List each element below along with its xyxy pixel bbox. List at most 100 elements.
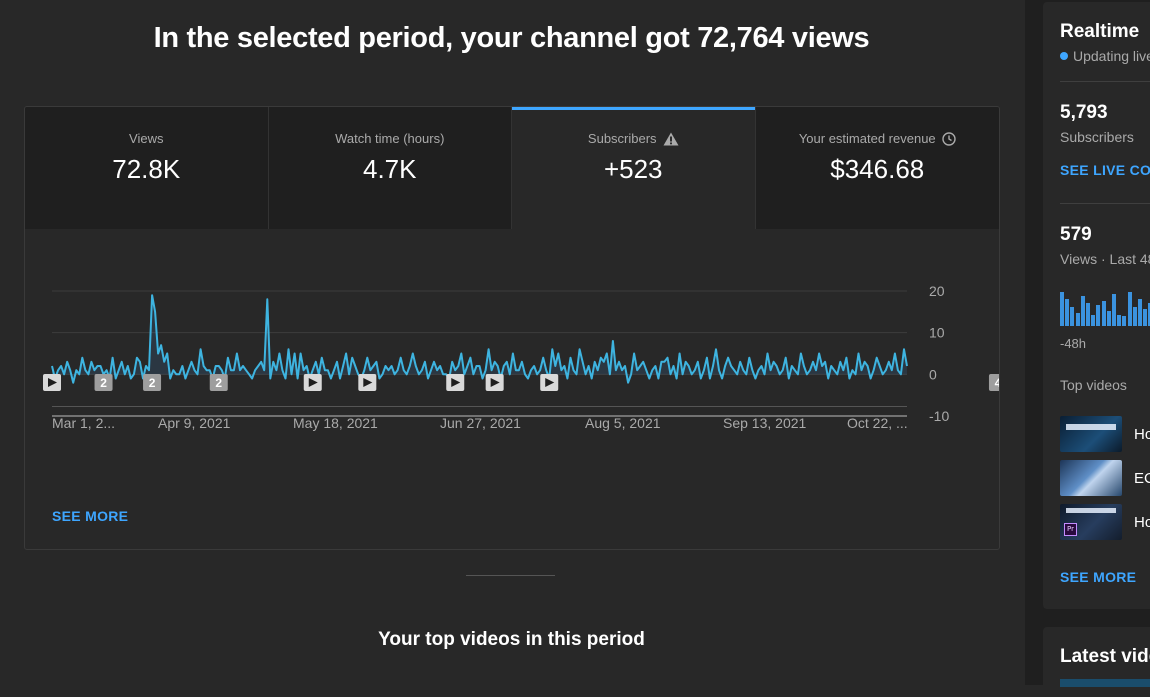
realtime-views-count: 579 xyxy=(1060,224,1092,245)
video-thumbnail: Pr xyxy=(1060,504,1122,540)
play-icon xyxy=(451,378,461,387)
realtime-view-bar xyxy=(1106,311,1111,326)
play-icon xyxy=(48,378,57,387)
svg-text:2: 2 xyxy=(149,376,156,390)
realtime-view-bar xyxy=(1132,307,1137,326)
video-count-marker[interactable]: 2 xyxy=(143,374,162,391)
realtime-view-bar xyxy=(1065,299,1070,326)
y-tick-label: 20 xyxy=(929,283,945,299)
realtime-view-bar xyxy=(1101,301,1106,326)
realtime-title: Realtime xyxy=(1060,21,1140,42)
play-icon xyxy=(490,378,500,387)
divider xyxy=(1060,203,1150,204)
x-tick-label: May 18, 2021 xyxy=(293,415,378,431)
divider xyxy=(1060,81,1150,82)
tab-views-value: 72.8K xyxy=(112,154,181,184)
realtime-view-bar xyxy=(1070,307,1075,326)
realtime-view-bar xyxy=(1122,316,1127,326)
subscriber-count: 5,793 xyxy=(1060,102,1108,123)
tab-revenue-label: Your estimated revenue xyxy=(798,131,936,146)
tab-subscribers-value: +523 xyxy=(603,154,663,184)
top-video-item[interactable]: Ho xyxy=(1060,416,1150,452)
x-tick-label: Oct 22, ... xyxy=(847,415,908,431)
video-thumbnail xyxy=(1060,460,1122,496)
x-tick-label: Apr 9, 2021 xyxy=(158,415,231,431)
tab-watch-time-value: 4.7K xyxy=(363,154,417,184)
x-tick-label: Aug 5, 2021 xyxy=(585,415,661,431)
tab-watch-time-label: Watch time (hours) xyxy=(335,131,445,146)
video-published-marker[interactable] xyxy=(358,374,377,391)
top-videos-heading: Your top videos in this period xyxy=(378,629,645,650)
play-icon xyxy=(545,378,555,387)
x-tick-label: Jun 27, 2021 xyxy=(440,415,521,431)
tab-views[interactable]: Views 72.8K xyxy=(25,107,269,229)
video-thumbnail xyxy=(1060,416,1122,452)
premiere-pro-icon: Pr xyxy=(1064,523,1077,536)
tab-subscribers[interactable]: Subscribers +523 xyxy=(512,107,756,229)
realtime-view-bar xyxy=(1143,309,1148,326)
video-published-marker[interactable] xyxy=(485,374,504,391)
video-count-marker[interactable]: 2 xyxy=(209,374,228,391)
realtime-views-bar-chart[interactable] xyxy=(1060,288,1150,326)
mini-chart-axis-label: -48h xyxy=(1060,336,1087,351)
see-live-count-link[interactable]: SEE LIVE COUNT xyxy=(1060,162,1150,178)
realtime-view-bar xyxy=(1080,296,1085,326)
tab-views-label: Views xyxy=(129,131,164,146)
page-headline: In the selected period, your channel got… xyxy=(153,22,870,54)
video-count-marker[interactable]: 4 xyxy=(988,374,999,391)
video-title: Ho xyxy=(1134,513,1150,531)
realtime-view-bar xyxy=(1127,292,1132,326)
see-more-button[interactable]: SEE MORE xyxy=(52,508,129,524)
video-published-marker[interactable] xyxy=(446,374,465,391)
tab-watch-time[interactable]: Watch time (hours) 4.7K xyxy=(268,107,512,229)
updating-live-status: Updating live xyxy=(1060,48,1150,64)
latest-video-thumbnail[interactable] xyxy=(1060,679,1150,687)
realtime-view-bar xyxy=(1138,299,1142,326)
svg-text:2: 2 xyxy=(100,376,107,390)
tab-subscribers-label: Subscribers xyxy=(587,131,657,146)
svg-text:2: 2 xyxy=(215,376,222,390)
latest-videos-title: Latest videos xyxy=(1060,646,1150,667)
latest-videos-card: Latest videos xyxy=(1043,627,1150,697)
y-tick-label: 0 xyxy=(929,366,937,382)
live-dot-icon xyxy=(1060,52,1068,60)
top-video-item[interactable]: EC xyxy=(1060,460,1150,496)
realtime-views-label: Views · Last 48 hours xyxy=(1060,251,1150,267)
updating-live-label: Updating live xyxy=(1073,48,1150,64)
metrics-card: Views 72.8K Watch time (hours) 4.7K Subs… xyxy=(24,106,1000,550)
svg-text:4: 4 xyxy=(995,376,999,390)
video-title: EC xyxy=(1134,469,1150,487)
subscribers-line-chart: 20 10 0 -10 2 2 2 4 Mar 1, 2... Apr 9, 2021 May 18… xyxy=(43,283,999,431)
x-tick-label: Sep 13, 2021 xyxy=(723,415,807,431)
realtime-view-bar xyxy=(1075,313,1080,326)
sidebar-see-more-link[interactable]: SEE MORE xyxy=(1060,569,1137,585)
y-tick-label: -10 xyxy=(929,408,949,424)
x-tick-label: Mar 1, 2... xyxy=(52,415,115,431)
warning-icon[interactable] xyxy=(663,132,679,146)
realtime-view-bar xyxy=(1148,303,1150,326)
realtime-view-bar xyxy=(1117,315,1122,326)
metric-tabs: Views 72.8K Watch time (hours) 4.7K Subs… xyxy=(25,107,999,229)
realtime-view-bar xyxy=(1112,294,1116,326)
video-published-marker[interactable] xyxy=(43,374,61,391)
subscriber-count-label: Subscribers xyxy=(1060,129,1134,145)
realtime-view-bar xyxy=(1091,315,1096,326)
y-tick-label: 10 xyxy=(929,325,945,341)
realtime-view-bar xyxy=(1060,292,1064,326)
video-title: Ho xyxy=(1134,425,1150,443)
video-published-marker[interactable] xyxy=(540,374,559,391)
series-line xyxy=(51,294,908,384)
clock-icon[interactable] xyxy=(941,131,956,146)
play-icon xyxy=(308,378,318,387)
tab-revenue-value: $346.68 xyxy=(830,154,925,184)
section-divider xyxy=(466,575,555,576)
top-video-item[interactable]: Pr Ho xyxy=(1060,504,1150,540)
realtime-view-bar xyxy=(1096,305,1101,326)
top-videos-label: Top videos xyxy=(1060,377,1127,393)
realtime-view-bar xyxy=(1086,303,1090,326)
video-published-marker[interactable] xyxy=(303,374,322,391)
realtime-card: Realtime Updating live 5,793 Subscribers… xyxy=(1043,2,1150,609)
video-count-marker[interactable]: 2 xyxy=(94,374,113,391)
tab-revenue[interactable]: Your estimated revenue $346.68 xyxy=(755,107,999,229)
series-area xyxy=(52,295,907,383)
